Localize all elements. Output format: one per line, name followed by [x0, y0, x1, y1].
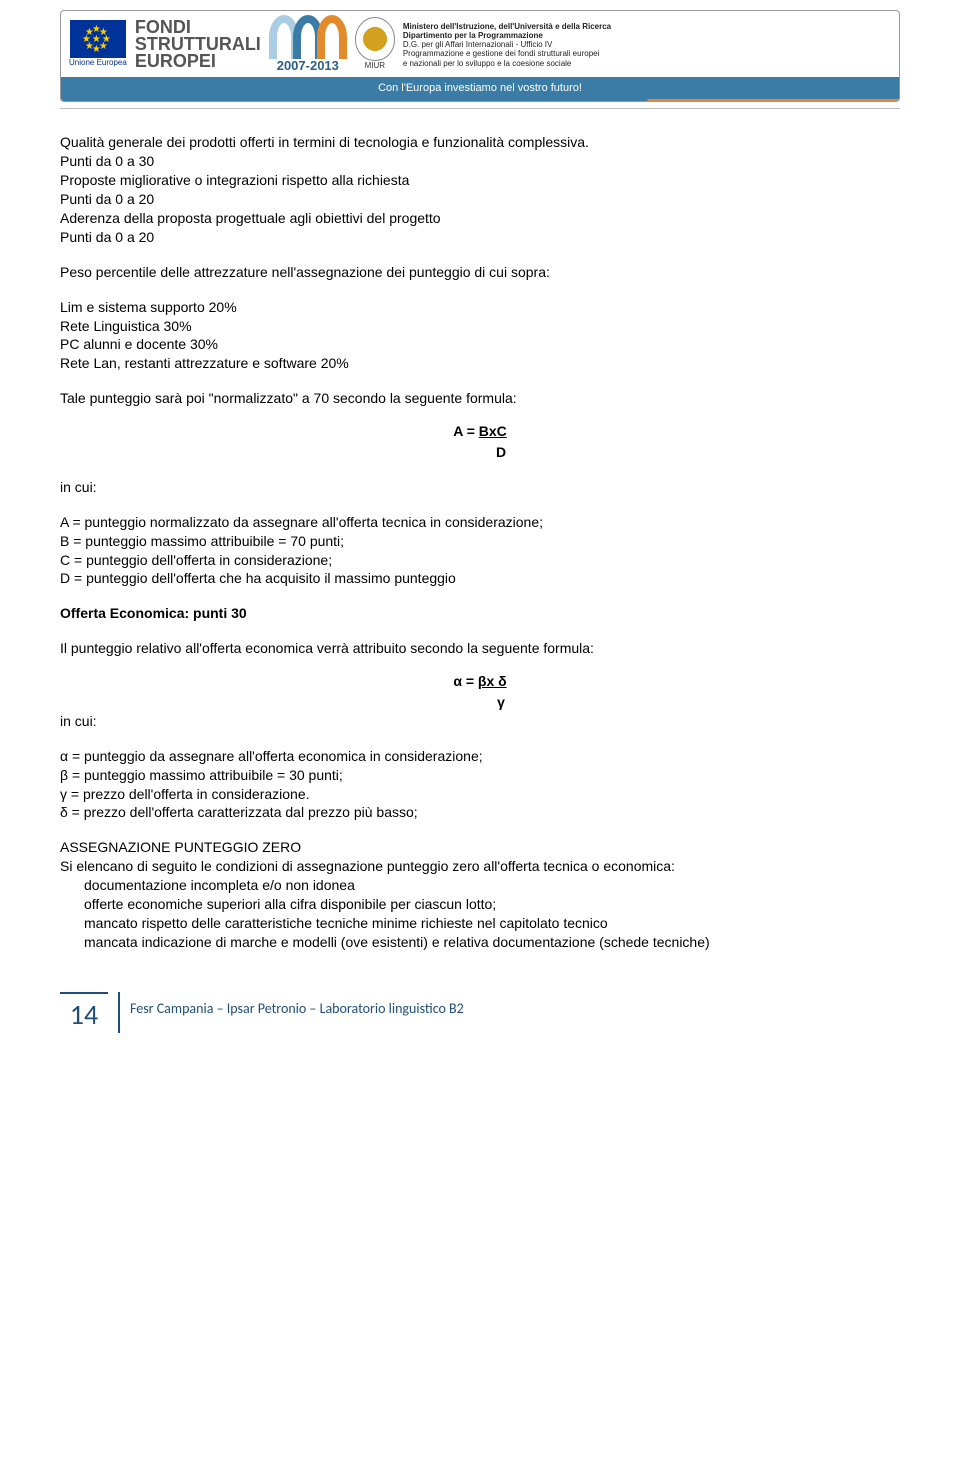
formula-alpha-den: γ	[60, 693, 900, 712]
ministry-line2: Dipartimento per la Programmazione	[403, 31, 611, 40]
def-c: C = punteggio dell'offerta in consideraz…	[60, 551, 900, 570]
zero-cond-1: documentazione incompleta e/o non idonea	[60, 876, 900, 895]
pon-arcs-icon	[269, 15, 347, 59]
in-cui-1: in cui:	[60, 478, 900, 497]
pon-years: 2007-2013	[277, 57, 339, 75]
ministry-line4: Programmazione e gestione dei fondi stru…	[403, 49, 611, 58]
pon-logo: 2007-2013	[269, 15, 347, 75]
page-footer: 14 Fesr Campania – Ipsar Petronio – Labo…	[60, 992, 900, 1034]
formula-a-num: BxC	[479, 423, 507, 439]
formula-a-eq: A =	[453, 423, 479, 439]
para-economica: Il punteggio relativo all'offerta econom…	[60, 639, 900, 658]
ministry-line5: e nazionali per lo sviluppo e la coesion…	[403, 59, 611, 68]
zero-cond-4: mancata indicazione di marche e modelli …	[60, 933, 900, 952]
para-aderenza: Aderenza della proposta progettuale agli…	[60, 209, 900, 228]
eu-flag-icon	[70, 20, 126, 58]
def-d: D = punteggio dell'offerta che ha acquis…	[60, 569, 900, 588]
zero-cond-2: offerte economiche superiori alla cifra …	[60, 895, 900, 914]
para-quality: Qualità generale dei prodotti offerti in…	[60, 133, 900, 152]
banner-footline	[61, 99, 899, 101]
def-beta: β = punteggio massimo attribuibile = 30 …	[60, 766, 900, 785]
heading-offerta-economica: Offerta Economica: punti 30	[60, 604, 900, 623]
formula-a-den: D	[60, 443, 900, 462]
points-0-30: Punti da 0 a 30	[60, 152, 900, 171]
weight-rete-lan: Rete Lan, restanti attrezzature e softwa…	[60, 354, 900, 373]
zero-intro: Si elencano di seguito le condizioni di …	[60, 857, 900, 876]
def-a: A = punteggio normalizzato da assegnare …	[60, 513, 900, 532]
ministry-line3: D.G. per gli Affari Internazionali - Uff…	[403, 40, 611, 49]
italy-emblem-icon	[355, 17, 395, 61]
points-0-20a: Punti da 0 a 20	[60, 190, 900, 209]
para-peso: Peso percentile delle attrezzature nell'…	[60, 263, 900, 282]
miur-emblem-block: MIUR	[355, 17, 395, 72]
points-0-20b: Punti da 0 a 20	[60, 228, 900, 247]
miur-label: MIUR	[365, 61, 385, 72]
para-proposte: Proposte migliorative o integrazioni ris…	[60, 171, 900, 190]
formula-alpha-num: βx δ	[478, 673, 507, 689]
banner-top-row: Unione Europea FONDI STRUTTURALI EUROPEI…	[61, 11, 899, 77]
para-normalizzato: Tale punteggio sarà poi "normalizzato" a…	[60, 389, 900, 408]
heading-punteggio-zero: ASSEGNAZIONE PUNTEGGIO ZERO	[60, 838, 900, 857]
def-gamma: γ = prezzo dell'offerta in considerazion…	[60, 785, 900, 804]
formula-alpha-eq: α =	[453, 673, 478, 689]
fondi-line3: EUROPEI	[135, 53, 261, 70]
def-alpha: α = punteggio da assegnare all'offerta e…	[60, 747, 900, 766]
fondi-strutturali-logo: FONDI STRUTTURALI EUROPEI	[135, 19, 261, 70]
zero-cond-3: mancato rispetto delle caratteristiche t…	[60, 914, 900, 933]
footer-divider	[118, 992, 120, 1034]
weight-rete-ling: Rete Linguistica 30%	[60, 317, 900, 336]
eu-caption: Unione Europea	[69, 58, 127, 69]
in-cui-2: in cui:	[60, 712, 900, 731]
formula-alpha: α = βx δ	[60, 672, 900, 691]
page-number: 14	[60, 992, 108, 1034]
formula-a: A = BxC	[60, 422, 900, 441]
footer-text: Fesr Campania – Ipsar Petronio – Laborat…	[130, 992, 464, 1034]
ministry-line1: Ministero dell'Istruzione, dell'Universi…	[403, 22, 611, 31]
def-delta: δ = prezzo dell'offerta caratterizzata d…	[60, 803, 900, 822]
banner-tagline: Con l'Europa investiamo nel vostro futur…	[61, 77, 899, 100]
document-body: Qualità generale dei prodotti offerti in…	[60, 133, 900, 951]
weight-pc: PC alunni e docente 30%	[60, 335, 900, 354]
header-banner: Unione Europea FONDI STRUTTURALI EUROPEI…	[60, 10, 900, 102]
weight-lim: Lim e sistema supporto 20%	[60, 298, 900, 317]
eu-logo-block: Unione Europea	[69, 20, 127, 69]
def-b: B = punteggio massimo attribuibile = 70 …	[60, 532, 900, 551]
header-separator	[60, 108, 900, 109]
ministry-text: Ministero dell'Istruzione, dell'Universi…	[403, 22, 611, 68]
